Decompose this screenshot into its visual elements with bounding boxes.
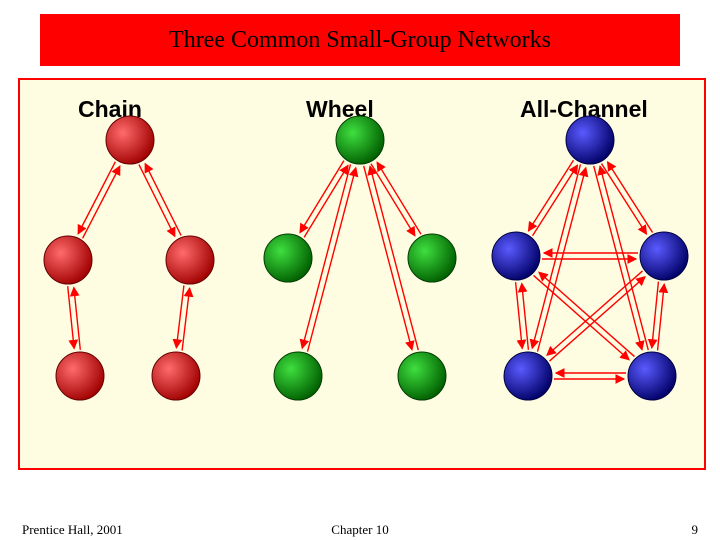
networks-diagram [18,78,702,466]
title-bar: Three Common Small-Group Networks [40,14,680,66]
page-title: Three Common Small-Group Networks [169,27,551,54]
footer-center: Chapter 10 [0,522,720,538]
footer-right: 9 [692,522,699,538]
